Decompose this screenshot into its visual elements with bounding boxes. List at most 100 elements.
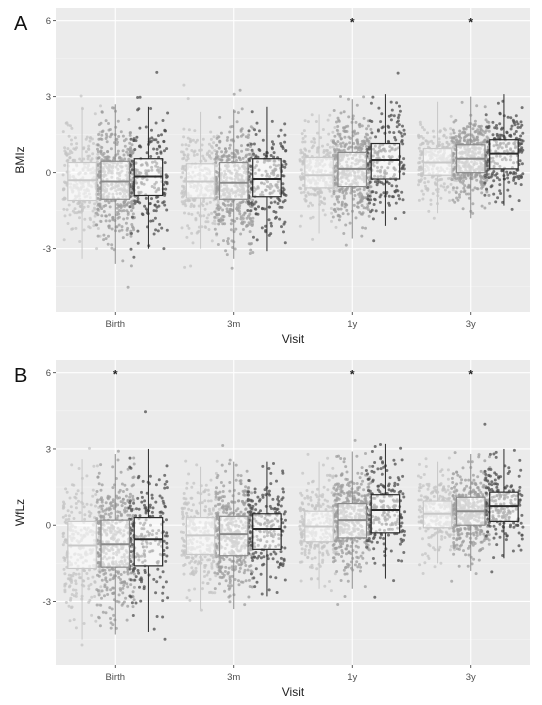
data-point: [206, 488, 210, 492]
data-point: [276, 202, 280, 205]
data-point: [104, 132, 108, 136]
data-point: [338, 215, 342, 218]
data-point: [463, 184, 467, 188]
data-point: [102, 210, 106, 213]
data-point: [363, 142, 367, 145]
data-point: [429, 202, 433, 206]
data-point: [184, 199, 188, 202]
data-point: [181, 171, 185, 175]
data-point: [213, 215, 217, 219]
data-point: [189, 264, 193, 268]
data-point: [248, 212, 252, 216]
data-point: [401, 124, 404, 128]
data-point: [518, 159, 522, 163]
data-point: [272, 151, 276, 155]
data-point: [85, 502, 89, 506]
data-point: [462, 186, 466, 190]
data-point: [402, 172, 406, 176]
data-point: [195, 231, 199, 235]
data-point: [361, 211, 365, 215]
data-point: [495, 124, 498, 127]
data-point: [253, 128, 256, 132]
data-point: [97, 535, 101, 539]
data-point: [65, 153, 69, 157]
data-point: [165, 228, 169, 232]
data-point: [85, 572, 89, 575]
data-point: [485, 173, 489, 176]
data-point: [466, 138, 470, 142]
data-point: [100, 133, 104, 137]
data-point: [313, 556, 317, 560]
data-point: [255, 238, 259, 242]
data-point: [92, 142, 95, 145]
data-point: [441, 145, 445, 149]
data-point: [441, 488, 445, 492]
data-point: [247, 129, 251, 133]
data-point: [479, 176, 483, 180]
data-point: [216, 216, 220, 220]
data-point: [75, 146, 78, 150]
data-point: [321, 128, 325, 131]
data-point: [316, 146, 320, 150]
data-point: [449, 132, 453, 136]
data-point: [371, 217, 375, 221]
data-point: [187, 128, 191, 132]
data-point: [103, 583, 107, 587]
data-point: [323, 213, 327, 217]
data-point: [341, 141, 345, 145]
data-point: [71, 574, 75, 578]
data-point: [61, 173, 65, 177]
data-point: [369, 101, 373, 105]
data-point: [152, 232, 156, 236]
data-point: [438, 143, 442, 147]
data-point: [319, 505, 323, 508]
data-point: [105, 580, 109, 584]
data-point: [250, 224, 254, 227]
data-point: [483, 181, 487, 185]
data-point: [74, 496, 78, 500]
data-point: [67, 514, 71, 518]
data-point: [99, 150, 103, 154]
data-point: [462, 136, 466, 140]
data-point: [426, 180, 430, 184]
data-point: [154, 228, 158, 232]
data-point: [163, 192, 167, 196]
data-point: [483, 131, 487, 134]
data-point: [181, 184, 184, 188]
box: [252, 158, 282, 198]
data-point: [66, 509, 70, 513]
data-point: [499, 192, 503, 195]
data-point: [509, 127, 513, 131]
data-point: [65, 208, 69, 212]
data-point: [130, 191, 134, 195]
data-point: [92, 224, 96, 228]
data-point: [467, 185, 471, 189]
data-point: [235, 159, 238, 162]
data-point: [307, 204, 311, 208]
data-point: [129, 149, 133, 153]
data-point: [68, 213, 72, 217]
data-point: [110, 246, 114, 250]
data-point: [388, 130, 392, 134]
data-point: [328, 113, 332, 117]
data-point: [250, 203, 254, 207]
data-point: [179, 175, 183, 179]
data-point: [226, 136, 230, 139]
data-point: [321, 560, 324, 564]
data-point: [456, 198, 460, 202]
data-point: [419, 494, 423, 498]
data-point: [443, 188, 447, 192]
data-point: [129, 146, 132, 150]
data-point: [76, 202, 80, 206]
data-point: [131, 494, 135, 498]
data-point: [463, 130, 467, 134]
data-point: [155, 151, 159, 155]
data-point: [191, 241, 195, 245]
data-point: [230, 266, 234, 270]
data-point: [108, 568, 111, 572]
data-point: [102, 233, 106, 237]
data-point: [381, 210, 385, 214]
data-point: [334, 189, 338, 193]
data-point: [336, 125, 340, 128]
data-point: [235, 150, 239, 154]
